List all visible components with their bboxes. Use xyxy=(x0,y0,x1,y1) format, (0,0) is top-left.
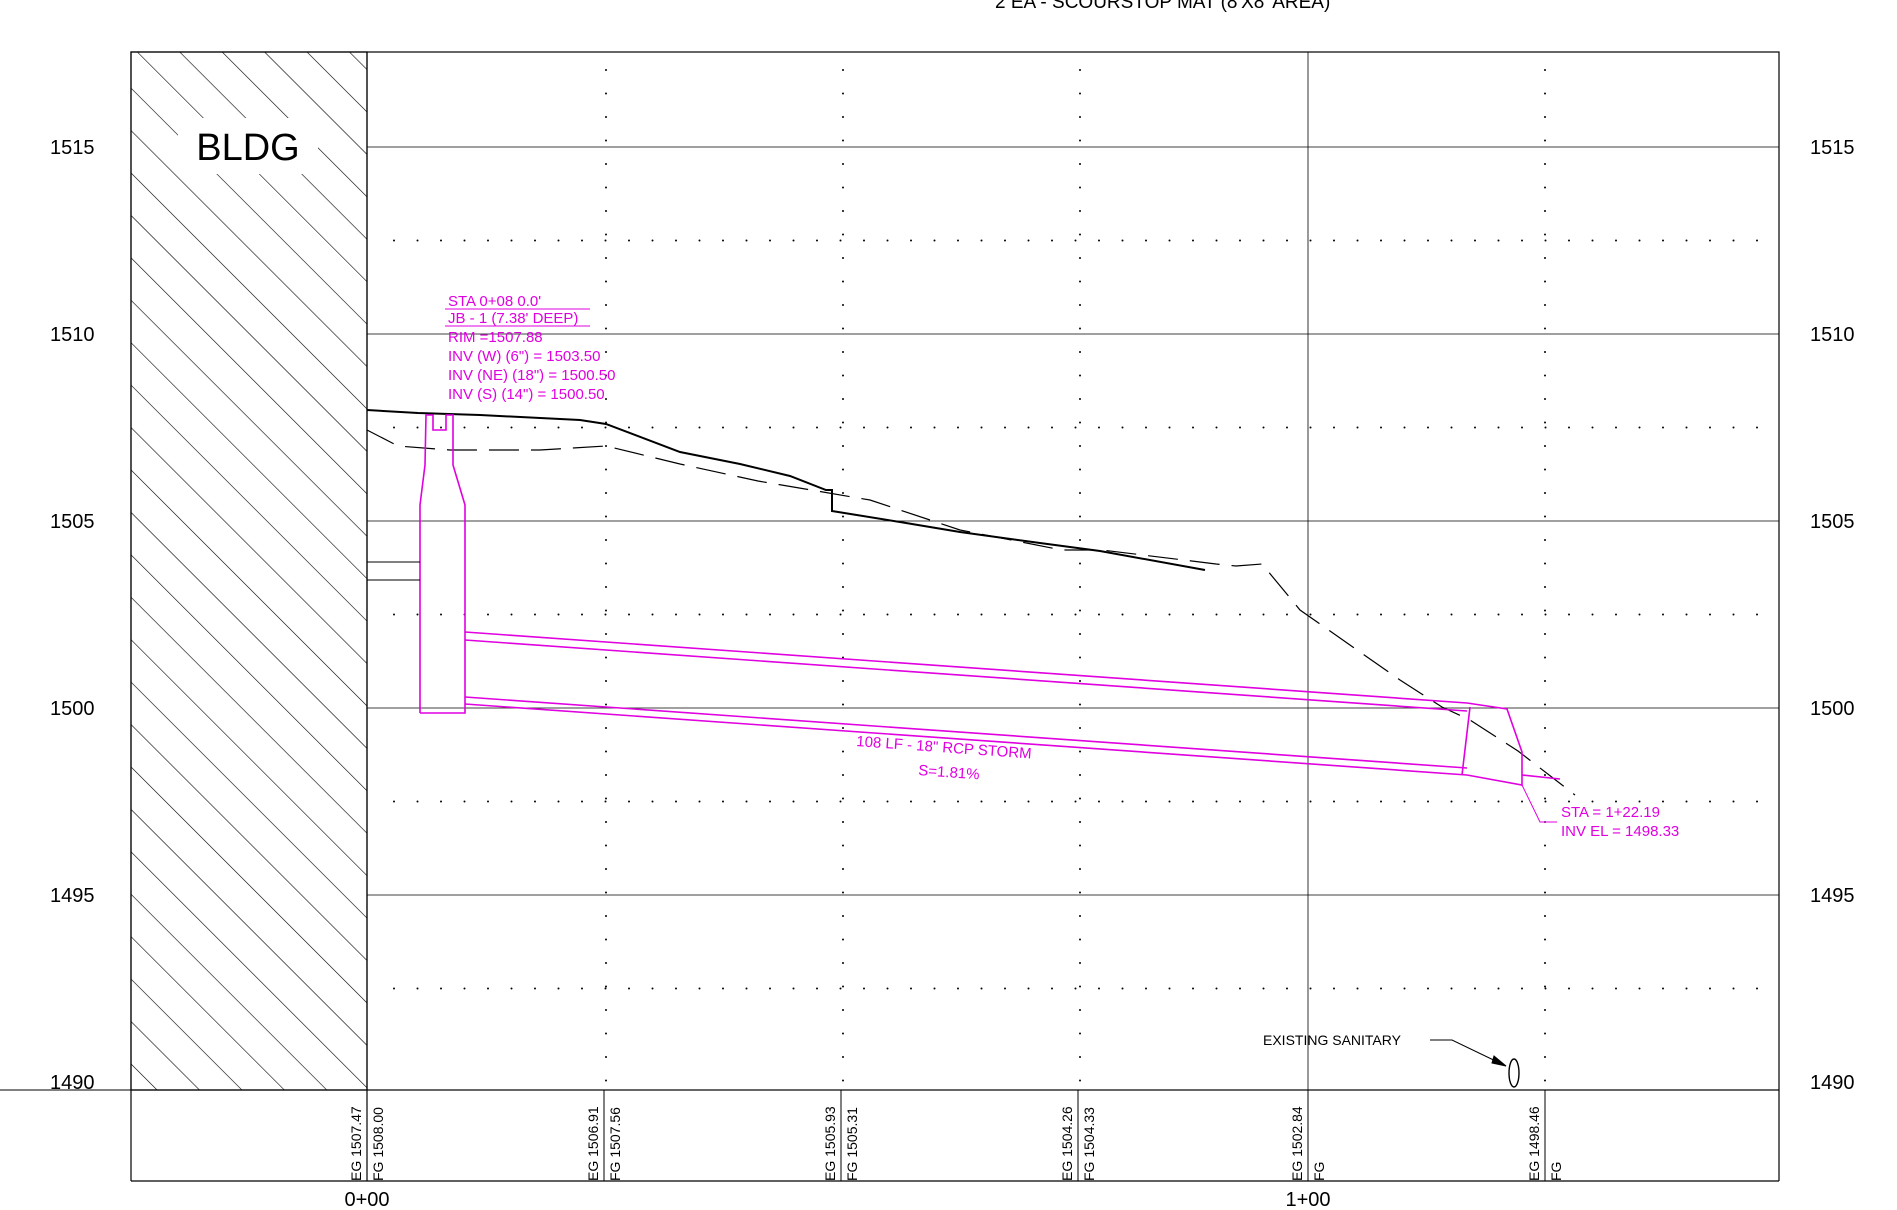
building: BLDG xyxy=(130,51,368,1091)
jb-name: JB - 1 (7.38' DEEP) xyxy=(448,310,578,327)
existing-grade-value: EG 1498.46 xyxy=(1526,1106,1542,1181)
junction-box xyxy=(419,414,466,714)
finished-grade-value: FG 1505.31 xyxy=(844,1107,860,1181)
pipe-slope: S=1.81% xyxy=(918,762,980,783)
finished-grade-value: FG xyxy=(1548,1162,1564,1181)
existing-sanitary-label: EXISTING SANITARY xyxy=(1263,1032,1402,1048)
existing-grade-line xyxy=(366,429,1576,796)
elevation-label-right: 1505 xyxy=(1810,511,1855,533)
jb-inv-s: INV (S) (14") = 1500.50 xyxy=(448,386,605,403)
existing-grade-value: EG 1502.84 xyxy=(1289,1106,1305,1181)
elevation-label-right: 1495 xyxy=(1810,885,1855,907)
pipe-label: 108 LF - 18" RCP STORM S=1.81% xyxy=(856,733,1032,783)
elevation-label-left: 1510 xyxy=(50,324,95,346)
elevation-label-left: 1500 xyxy=(50,698,95,720)
existing-grade-value: EG 1504.26 xyxy=(1059,1106,1075,1181)
station-label: 1+00 xyxy=(1285,1189,1330,1210)
finished-grade-value: FG 1508.00 xyxy=(370,1107,386,1181)
elevation-label-right: 1490 xyxy=(1810,1072,1855,1094)
station-label: 0+00 xyxy=(344,1189,389,1210)
elevation-label-left: 1495 xyxy=(50,885,95,907)
existing-sanitary-pipe xyxy=(1508,1058,1520,1088)
existing-grade-value: EG 1505.93 xyxy=(822,1106,838,1181)
elevation-axis-right: 1515 1510 1505 1500 1495 1490 xyxy=(1810,137,1855,1094)
jb-inv-w: INV (W) (6") = 1503.50 xyxy=(448,348,600,365)
elevation-label-left: 1505 xyxy=(50,511,95,533)
elevation-label-right: 1515 xyxy=(1810,137,1855,159)
outlet-annotation: STA = 1+22.19 INV EL = 1498.33 xyxy=(1561,804,1679,840)
storm-pipe xyxy=(464,631,1561,786)
finished-grade-line xyxy=(366,409,1206,571)
elevation-axis-left: 1515 1510 1505 1500 1495 1490 xyxy=(50,137,95,1094)
elevation-label-right: 1510 xyxy=(1810,324,1855,346)
finished-grade-value: FG 1507.56 xyxy=(607,1107,623,1181)
jb-rim: RIM =1507.88 xyxy=(448,329,543,346)
jb-station: STA 0+08 0.0' xyxy=(448,293,541,310)
elevation-label-left: 1490 xyxy=(50,1072,95,1094)
elevation-label-right: 1500 xyxy=(1810,698,1855,720)
grade-table: EG 1507.47 FG 1508.00 EG 1506.91 FG 1507.56… xyxy=(348,1090,1564,1181)
header-fragment: 2 EA - SCOURSTOP MAT (8'X8' AREA) xyxy=(995,0,1330,13)
junction-box-annotation: STA 0+08 0.0' JB - 1 (7.38' DEEP) RIM =1… xyxy=(448,293,615,403)
existing-grade-value: EG 1506.91 xyxy=(585,1106,601,1181)
station-axis: 0+00 1+00 xyxy=(344,1189,1330,1210)
jb-inv-ne: INV (NE) (18") = 1500.50 xyxy=(448,367,615,384)
finished-grade-value: FG xyxy=(1311,1162,1327,1181)
outlet-invert: INV EL = 1498.33 xyxy=(1561,823,1679,840)
elevation-label-left: 1515 xyxy=(50,137,95,159)
existing-grade-value: EG 1507.47 xyxy=(348,1106,364,1181)
west-inlet-pipe xyxy=(367,561,420,581)
leader-lines xyxy=(445,308,1557,1067)
outlet-station: STA = 1+22.19 xyxy=(1561,804,1660,821)
finished-grade-value: FG 1504.33 xyxy=(1081,1107,1097,1181)
building-label: BLDG xyxy=(196,127,299,169)
